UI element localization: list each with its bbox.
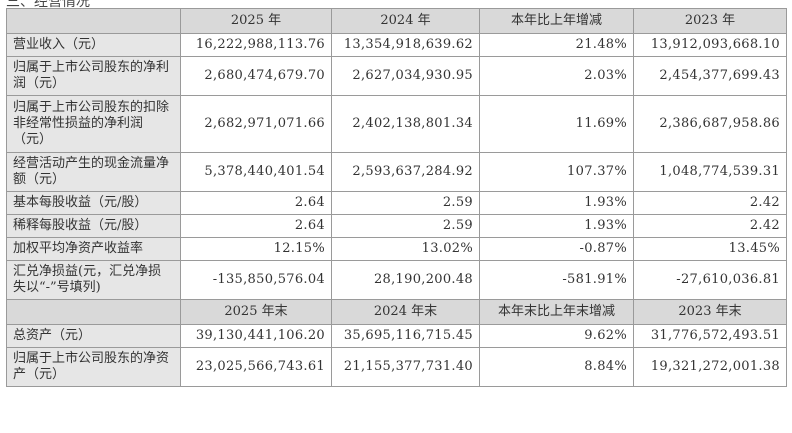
table-cell: 1,048,774,539.31 <box>633 152 787 192</box>
table-cell: 13,912,093,668.10 <box>633 33 787 57</box>
column-header: 本年比上年增减 <box>479 8 634 34</box>
table-row: 基本每股收益（元/股） 2.64 2.59 1.93% 2.42 <box>6 191 787 215</box>
table-row: 稀释每股收益（元/股） 2.64 2.59 1.93% 2.42 <box>6 214 787 238</box>
table-cell: 13,354,918,639.62 <box>331 33 480 57</box>
table-cell: 5,378,440,401.54 <box>180 152 332 192</box>
table-cell: 16,222,988,113.76 <box>180 33 332 57</box>
table-cell: 9.62% <box>479 324 634 348</box>
table-cell: -27,610,036.81 <box>633 260 787 300</box>
column-header: 2023 年末 <box>633 299 787 325</box>
table-row: 总资产（元） 39,130,441,106.20 35,695,116,715.45… <box>6 324 787 348</box>
column-header: 本年末比上年末增减 <box>479 299 634 325</box>
column-header: 2025 年 <box>180 8 332 34</box>
table-cell: 28,190,200.48 <box>331 260 480 300</box>
column-header <box>6 8 181 34</box>
table-cell: -0.87% <box>479 237 634 261</box>
table-row: 归属于上市公司股东的净资产（元） 23,025,566,743.61 21,155,… <box>6 347 787 387</box>
table-cell: 1.93% <box>479 191 634 215</box>
row-label: 营业收入（元） <box>6 33 181 57</box>
table-cell: 21.48% <box>479 33 634 57</box>
table-row: 营业收入（元） 16,222,988,113.76 13,354,918,639.6… <box>6 33 787 57</box>
table-cell: 2,627,034,930.95 <box>331 56 480 96</box>
row-label: 归属于上市公司股东的净资产（元） <box>6 347 181 387</box>
table-row: 经营活动产生的现金流量净额（元） 5,378,440,401.54 2,593,63… <box>6 152 787 192</box>
row-label: 归属于上市公司股东的净利润（元） <box>6 56 181 96</box>
column-header: 2024 年末 <box>331 299 480 325</box>
row-label: 归属于上市公司股东的扣除非经常性损益的净利润（元） <box>6 95 181 153</box>
row-label: 经营活动产生的现金流量净额（元） <box>6 152 181 192</box>
table-row: 归属于上市公司股东的净利润（元） 2,680,474,679.70 2,627,03… <box>6 56 787 96</box>
row-label: 稀释每股收益（元/股） <box>6 214 181 238</box>
row-label: 加权平均净资产收益率 <box>6 237 181 261</box>
table-cell: 21,155,377,731.40 <box>331 347 480 387</box>
table-cell: -581.91% <box>479 260 634 300</box>
table-cell: 2,386,687,958.86 <box>633 95 787 153</box>
column-header: 2023 年 <box>633 8 787 34</box>
header-row-annual: 2025 年 2024 年本年比上年增减 2023 年 <box>6 8 787 34</box>
table-cell: 13.02% <box>331 237 480 261</box>
table-cell: 2.64 <box>180 214 332 238</box>
table-cell: 23,025,566,743.61 <box>180 347 332 387</box>
table-cell: 2.64 <box>180 191 332 215</box>
table-cell: 2.42 <box>633 191 787 215</box>
table-cell: 13.45% <box>633 237 787 261</box>
table-row: 归属于上市公司股东的扣除非经常性损益的净利润（元） 2,682,971,071.6… <box>6 95 787 153</box>
table-cell: -135,850,576.04 <box>180 260 332 300</box>
table-row: 加权平均净资产收益率 12.15% 13.02% -0.87% 13.45% <box>6 237 787 261</box>
table-cell: 31,776,572,493.51 <box>633 324 787 348</box>
row-label: 基本每股收益（元/股） <box>6 191 181 215</box>
table-cell: 11.69% <box>479 95 634 153</box>
table-cell: 2,680,474,679.70 <box>180 56 332 96</box>
row-label: 汇兑净损益(元，汇兑净损失以“-”号填列) <box>6 260 181 300</box>
column-header: 2025 年末 <box>180 299 332 325</box>
row-label: 总资产（元） <box>6 324 181 348</box>
table-cell: 2,402,138,801.34 <box>331 95 480 153</box>
table-cell: 2.59 <box>331 191 480 215</box>
table-row: 汇兑净损益(元，汇兑净损失以“-”号填列) -135,850,576.04 28,1… <box>6 260 787 300</box>
table-cell: 2.42 <box>633 214 787 238</box>
column-header: 2024 年 <box>331 8 480 34</box>
table-cell: 2.03% <box>479 56 634 96</box>
table-cell: 12.15% <box>180 237 332 261</box>
table-cell: 107.37% <box>479 152 634 192</box>
table-cell: 35,695,116,715.45 <box>331 324 480 348</box>
financial-data-table: 2025 年 2024 年本年比上年增减 2023 年营业收入（元） 16,222,9… <box>6 8 787 387</box>
table-cell: 19,321,272,001.38 <box>633 347 787 387</box>
table-cell: 2,593,637,284.92 <box>331 152 480 192</box>
table-cell: 2,454,377,699.43 <box>633 56 787 96</box>
section-title-clipped: 三、经营情况 <box>6 0 90 10</box>
table-cell: 8.84% <box>479 347 634 387</box>
table-cell: 2,682,971,071.66 <box>180 95 332 153</box>
table-cell: 39,130,441,106.20 <box>180 324 332 348</box>
table-cell: 1.93% <box>479 214 634 238</box>
table-cell: 2.59 <box>331 214 480 238</box>
column-header <box>6 299 181 325</box>
header-row-year-end: 2025 年末 2024 年末 本年末比上年末增减 2023 年末 <box>6 299 787 325</box>
